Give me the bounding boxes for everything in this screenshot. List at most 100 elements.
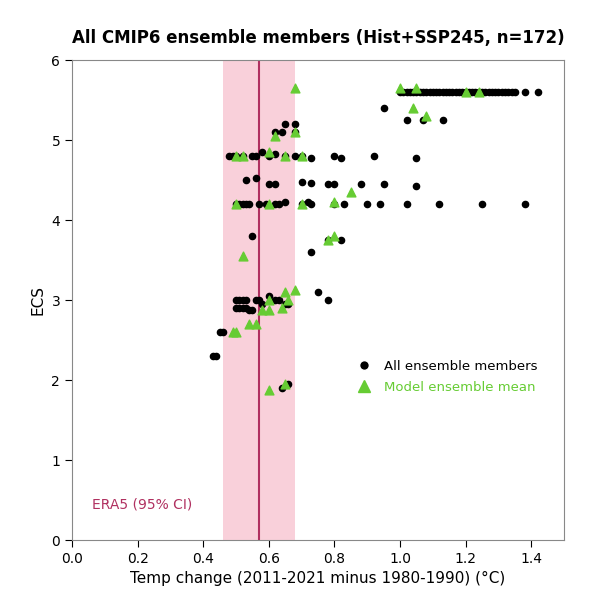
- Model ensemble mean: [323, 235, 332, 245]
- All ensemble members: [461, 87, 470, 97]
- All ensemble members: [208, 351, 218, 361]
- All ensemble members: [454, 87, 464, 97]
- All ensemble members: [271, 179, 280, 189]
- All ensemble members: [434, 87, 444, 97]
- Model ensemble mean: [290, 127, 300, 137]
- All ensemble members: [218, 327, 227, 337]
- All ensemble members: [248, 231, 257, 241]
- All ensemble members: [362, 199, 372, 209]
- All ensemble members: [271, 295, 280, 305]
- All ensemble members: [470, 87, 480, 97]
- All ensemble members: [290, 119, 300, 129]
- Model ensemble mean: [297, 199, 307, 209]
- All ensemble members: [481, 87, 490, 97]
- All ensemble members: [379, 103, 388, 113]
- Model ensemble mean: [395, 83, 405, 93]
- All ensemble members: [248, 305, 257, 314]
- Model ensemble mean: [264, 147, 274, 157]
- All ensemble members: [329, 151, 339, 161]
- All ensemble members: [235, 295, 244, 305]
- All ensemble members: [297, 177, 307, 187]
- Model ensemble mean: [346, 187, 356, 197]
- All ensemble members: [520, 87, 529, 97]
- Model ensemble mean: [257, 305, 267, 314]
- All ensemble members: [231, 295, 241, 305]
- All ensemble members: [418, 115, 428, 125]
- All ensemble members: [369, 151, 379, 161]
- All ensemble members: [323, 235, 332, 245]
- All ensemble members: [235, 199, 244, 209]
- All ensemble members: [412, 182, 421, 191]
- Model ensemble mean: [264, 199, 274, 209]
- All ensemble members: [235, 303, 244, 313]
- Model ensemble mean: [244, 319, 254, 329]
- All ensemble members: [280, 151, 290, 161]
- All ensemble members: [284, 299, 293, 309]
- Model ensemble mean: [461, 87, 470, 97]
- All ensemble members: [307, 178, 316, 188]
- All ensemble members: [264, 291, 274, 301]
- All ensemble members: [212, 351, 221, 361]
- Model ensemble mean: [228, 327, 238, 337]
- All ensemble members: [477, 199, 487, 209]
- All ensemble members: [425, 87, 434, 97]
- All ensemble members: [313, 287, 323, 297]
- Title: All CMIP6 ensemble members (Hist+SSP245, n=172): All CMIP6 ensemble members (Hist+SSP245,…: [71, 29, 565, 47]
- Model ensemble mean: [290, 83, 300, 93]
- All ensemble members: [329, 199, 339, 209]
- All ensemble members: [405, 87, 415, 97]
- All ensemble members: [254, 199, 264, 209]
- All ensemble members: [412, 87, 421, 97]
- Model ensemble mean: [264, 295, 274, 305]
- All ensemble members: [451, 87, 461, 97]
- All ensemble members: [231, 303, 241, 313]
- Model ensemble mean: [421, 111, 431, 121]
- All ensemble members: [474, 87, 484, 97]
- All ensemble members: [277, 383, 287, 393]
- All ensemble members: [402, 199, 412, 209]
- All ensemble members: [277, 127, 287, 137]
- X-axis label: Temp change (2011-2021 minus 1980-1990) (°C): Temp change (2011-2021 minus 1980-1990) …: [130, 571, 506, 586]
- All ensemble members: [290, 127, 300, 137]
- All ensemble members: [484, 87, 493, 97]
- Model ensemble mean: [280, 287, 290, 297]
- All ensemble members: [241, 303, 251, 313]
- All ensemble members: [402, 115, 412, 125]
- Text: ERA5 (95% CI): ERA5 (95% CI): [92, 498, 192, 512]
- All ensemble members: [520, 199, 529, 209]
- Y-axis label: ECS: ECS: [31, 285, 46, 315]
- Model ensemble mean: [290, 286, 300, 295]
- Model ensemble mean: [277, 303, 287, 313]
- All ensemble members: [297, 151, 307, 161]
- All ensemble members: [228, 151, 238, 161]
- All ensemble members: [412, 153, 421, 163]
- All ensemble members: [290, 151, 300, 161]
- All ensemble members: [398, 87, 408, 97]
- All ensemble members: [497, 87, 506, 97]
- All ensemble members: [490, 87, 500, 97]
- All ensemble members: [340, 199, 349, 209]
- All ensemble members: [241, 199, 251, 209]
- Model ensemble mean: [264, 305, 274, 314]
- All ensemble members: [307, 153, 316, 163]
- All ensemble members: [307, 199, 316, 209]
- All ensemble members: [448, 87, 457, 97]
- All ensemble members: [336, 235, 346, 245]
- All ensemble members: [248, 151, 257, 161]
- All ensemble members: [238, 295, 247, 305]
- All ensemble members: [257, 147, 267, 157]
- All ensemble members: [323, 295, 332, 305]
- All ensemble members: [356, 179, 365, 189]
- All ensemble members: [467, 87, 477, 97]
- All ensemble members: [231, 151, 241, 161]
- All ensemble members: [244, 199, 254, 209]
- All ensemble members: [215, 327, 224, 337]
- Model ensemble mean: [238, 251, 247, 261]
- Legend: All ensemble members, Model ensemble mean: All ensemble members, Model ensemble mea…: [346, 355, 542, 399]
- Model ensemble mean: [329, 231, 339, 241]
- Model ensemble mean: [409, 103, 418, 113]
- All ensemble members: [264, 179, 274, 189]
- All ensemble members: [445, 87, 454, 97]
- All ensemble members: [271, 127, 280, 137]
- All ensemble members: [271, 149, 280, 159]
